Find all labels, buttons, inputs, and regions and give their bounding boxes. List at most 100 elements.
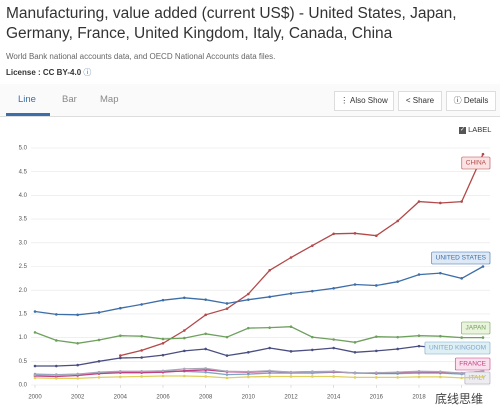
series-label: JAPAN [461, 321, 491, 335]
series-label-box [424, 341, 491, 355]
data-point [439, 271, 442, 275]
data-point [204, 298, 207, 301]
data-point [76, 363, 79, 367]
y-tick-label: 4.0 [19, 193, 28, 199]
data-point [375, 376, 378, 379]
x-tick-label: 2016 [370, 395, 384, 401]
info-icon[interactable]: ⓘ [83, 68, 92, 77]
data-point [353, 232, 357, 235]
tab[interactable]: Bar [62, 94, 77, 105]
data-point [247, 298, 250, 301]
series-line [34, 326, 483, 344]
data-point [311, 348, 314, 352]
data-point [289, 350, 293, 353]
data-point [119, 334, 122, 338]
series-label-text: UNITED KINGDOM [429, 345, 486, 352]
series-line [34, 265, 484, 316]
series-label-text: FRANCE [459, 361, 486, 368]
data-point [375, 234, 378, 237]
data-point [439, 201, 442, 205]
data-point [481, 336, 485, 339]
data-point [183, 349, 186, 353]
data-point [268, 295, 271, 299]
data-point [204, 375, 207, 378]
data-point [396, 219, 399, 223]
data-point [161, 337, 165, 341]
data-point [481, 375, 485, 379]
data-point [140, 356, 143, 359]
data-point [76, 377, 79, 380]
label-toggle[interactable]: ✓ LABEL [459, 125, 491, 134]
x-tick-label: 2014 [327, 395, 341, 401]
data-point [417, 375, 421, 379]
series-label-text: UNITED STATES [436, 255, 487, 262]
x-tick-label: 2010 [242, 395, 256, 401]
button-text: Share [412, 96, 435, 105]
data-point [33, 331, 37, 334]
data-point [417, 344, 421, 348]
data-point [225, 369, 229, 373]
data-point [225, 307, 229, 310]
data-point [481, 152, 485, 156]
data-point [375, 371, 378, 374]
data-point [353, 371, 357, 375]
checkbox[interactable]: ✓ [459, 126, 466, 134]
y-tick-label: 1.0 [19, 335, 28, 341]
x-tick-label: 2004 [114, 395, 128, 401]
data-point [161, 369, 165, 373]
data-point [119, 356, 122, 360]
data-point [140, 334, 143, 338]
data-point [417, 273, 421, 276]
data-point [247, 370, 250, 374]
x-tick-label: 2012 [284, 395, 298, 401]
data-point [268, 375, 271, 378]
series-label: UNITED KINGDOM [424, 341, 491, 355]
data-point [140, 375, 143, 378]
tab-underline [6, 113, 50, 116]
data-point [140, 369, 143, 373]
data-point [247, 326, 250, 330]
button[interactable]: ⋮ Also Show [334, 91, 394, 111]
data-point [268, 369, 271, 373]
data-point [204, 370, 207, 374]
data-point [140, 303, 143, 306]
tab-bar: Line Bar Map ⋮ Also Show < Share ⓘ Detai… [0, 84, 500, 117]
button[interactable]: < Share [398, 91, 442, 111]
tab[interactable]: Line [18, 94, 36, 105]
source: World Bank national accounts data, and O… [6, 52, 276, 61]
data-point [247, 350, 250, 354]
data-point [247, 292, 250, 296]
license: License : CC BY-4.0 ⓘ [6, 67, 91, 78]
tab[interactable]: Map [100, 94, 119, 105]
data-point [204, 367, 207, 370]
data-point [268, 346, 271, 350]
y-tick-label: 5.0 [19, 146, 28, 152]
data-point [396, 376, 399, 379]
data-point [161, 374, 165, 378]
title: Manufacturing, value added (current US$)… [6, 5, 457, 42]
data-point [268, 371, 271, 375]
x-tick-label: 2000 [28, 395, 42, 401]
data-point [183, 336, 186, 340]
data-point [289, 370, 293, 374]
button-text: Also Show [349, 96, 388, 105]
data-point [55, 339, 58, 342]
data-point [332, 232, 335, 236]
button[interactable]: ⓘ Details [446, 91, 496, 111]
series-label-text: ITALY [469, 375, 487, 382]
data-point [204, 332, 207, 336]
y-tick-label: 3.5 [19, 217, 28, 223]
data-point [353, 283, 357, 286]
x-tick-label: 2008 [199, 395, 213, 401]
data-point [225, 376, 229, 380]
data-point [289, 325, 293, 328]
data-point [375, 335, 378, 338]
data-point [119, 354, 122, 357]
data-point [417, 334, 421, 338]
y-tick-label: 4.5 [19, 169, 28, 175]
data-point [396, 280, 399, 283]
y-tick-label: 0.0 [19, 383, 28, 389]
data-point [119, 306, 122, 310]
